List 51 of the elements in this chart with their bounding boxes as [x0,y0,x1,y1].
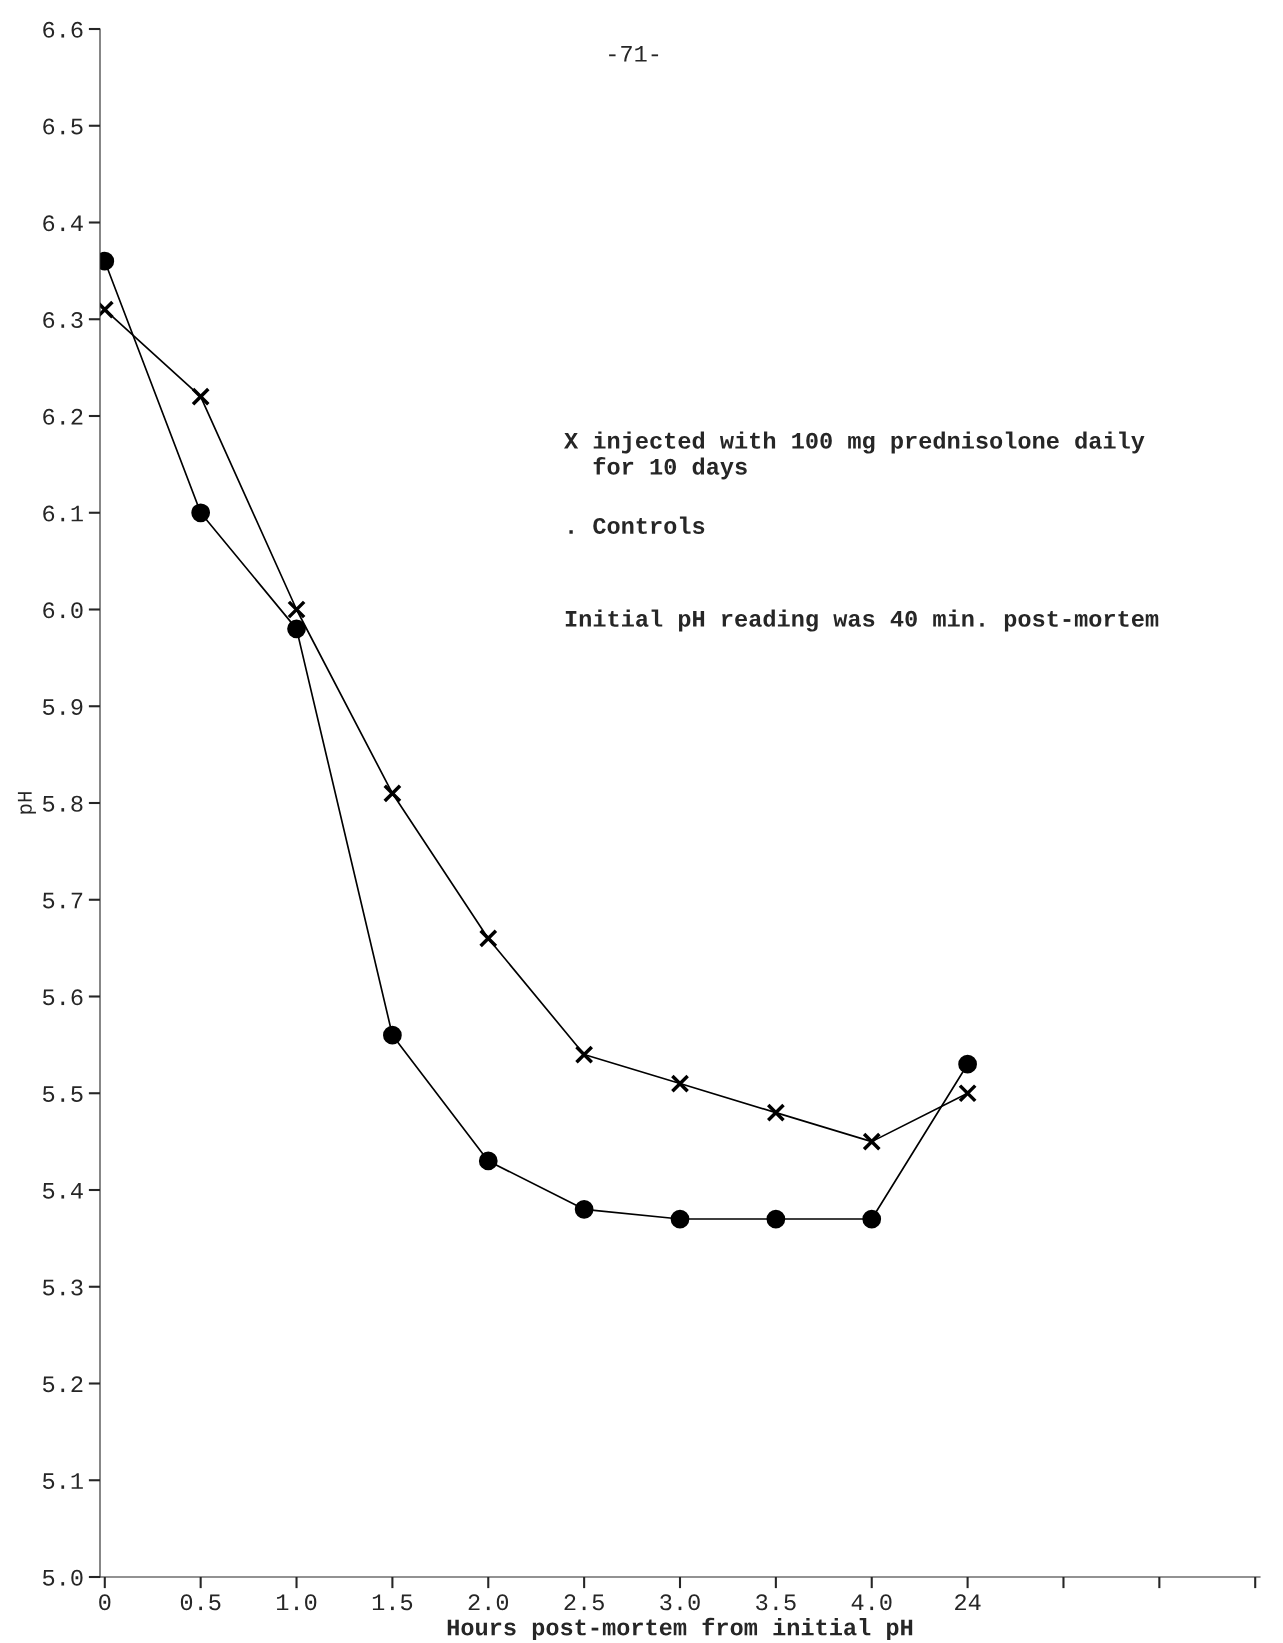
x-tick-label: 0.5 [180,1594,221,1611]
y-tick-label: 5.6 [42,989,83,1006]
y-axis-title: pH [17,792,36,814]
y-tick-label: 5.0 [42,1569,83,1586]
x-tick-label: 0 [99,1594,111,1611]
y-tick-label: 5.7 [42,892,83,909]
y-tick-label: 5.3 [42,1279,83,1296]
y-tick-label: 6.2 [43,408,83,425]
point [478,1151,498,1171]
x-tick-label: 24 [955,1594,981,1611]
x-tick-label: 2.0 [468,1594,509,1611]
point [766,1103,786,1122]
y-tick-label: 5.5 [42,1086,83,1103]
y-tick-label: 5.4 [42,1183,83,1199]
x-tick-label: 1.0 [276,1594,317,1611]
annotation: -71- [609,46,659,62]
y-tick-label: 5.2 [42,1376,83,1393]
y-tick-label: 6.6 [43,21,83,38]
y-tick-label: 5.9 [42,699,83,716]
annotation: X injected with 100 mg prednisolone daily for 10 days [564,431,1145,480]
point [766,1209,786,1229]
point [574,1199,594,1219]
x-tick-label: 1.5 [372,1594,413,1611]
y-tick-label: 5.1 [42,1473,83,1490]
y-tick-label: 6.4 [43,215,83,232]
point [574,1045,594,1064]
point [670,1209,690,1229]
point [383,1025,402,1045]
annotation: Initial pH reading was 40 min. post-mortem [565,609,1159,632]
point [958,1054,977,1074]
annotation: . Controls [569,516,705,534]
point [478,929,498,948]
point [670,1074,690,1093]
x-tick-label: 3.0 [660,1594,700,1611]
point [958,1083,977,1103]
point [287,619,306,639]
point [191,503,211,523]
x-tick-label: 2.5 [564,1594,604,1611]
point [383,783,402,803]
x-axis-title: Hours post-mortem from initial pH [447,1617,913,1641]
x-tick-label: 4.0 [851,1594,892,1611]
point [862,1132,882,1151]
point [287,600,306,619]
y-tick-label: 6.5 [43,118,83,135]
point [862,1209,882,1229]
point [191,387,211,407]
y-tick-label: 6.0 [43,602,83,619]
x-tick-label: 3.5 [756,1594,796,1611]
y-tick-label: 5.8 [42,795,83,812]
y-tick-label: 6.1 [43,505,83,522]
y-tick-label: 6.3 [43,312,83,329]
